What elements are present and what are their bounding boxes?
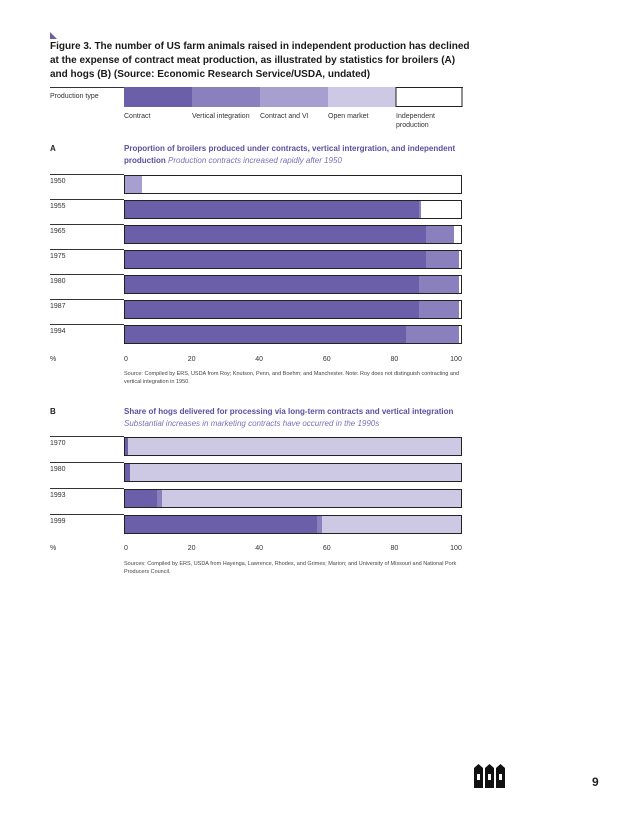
panel-a-letter: A <box>50 144 56 153</box>
category-label-1994: 1994 <box>50 328 66 335</box>
legend-bar <box>124 87 463 107</box>
legend-swatch-vertical-integration <box>192 87 260 107</box>
axis-label: % <box>50 356 57 363</box>
row-rule <box>50 249 124 250</box>
legend-swatch-contract-and-vi <box>260 87 328 107</box>
row-rule <box>50 462 124 463</box>
bar-segment-1994-vertical-integration <box>405 326 460 343</box>
bar-segment-1994-contract <box>125 326 406 343</box>
legend-title: Production type <box>50 93 99 100</box>
category-label-1955: 1955 <box>50 203 66 210</box>
publisher-logo-icon <box>474 764 505 788</box>
bar-track-1987 <box>124 300 462 319</box>
bar-track-1980 <box>124 275 462 294</box>
x-tick-label-100: 100 <box>450 545 462 552</box>
bar-segment-1980-contract <box>125 464 131 481</box>
bar-segment-1980-contract <box>125 276 419 293</box>
bar-segment-1993-contract <box>125 490 157 507</box>
bar-track-1999 <box>124 515 462 534</box>
category-label-1970: 1970 <box>50 440 66 447</box>
bar-segment-1987-contract <box>125 301 419 318</box>
bar-segment-1980-open-market <box>130 464 461 481</box>
legend-item-open-market: Open market <box>328 113 369 120</box>
bar-track-1975 <box>124 250 462 269</box>
figure-title: Figure 3. The number of US farm animals … <box>50 41 470 80</box>
bar-track-1970 <box>124 437 462 456</box>
x-tick-label-80: 80 <box>390 545 399 552</box>
bar-segment-1975-contract <box>125 251 426 268</box>
row-rule <box>50 488 124 489</box>
row-rule <box>50 224 124 225</box>
bar-track-1994 <box>124 325 462 344</box>
bar-segment-1993-vertical-integration <box>156 490 162 507</box>
x-tick-label-20: 20 <box>187 356 196 363</box>
category-label-1975: 1975 <box>50 253 66 260</box>
bar-segment-1993-open-market <box>161 490 461 507</box>
bar-segment-1980-vertical-integration <box>419 276 460 293</box>
bar-segment-1987-vertical-integration <box>419 301 460 318</box>
bar-segment-1999-vertical-integration <box>316 516 322 533</box>
row-rule <box>50 324 124 325</box>
x-tick-label-0: 0 <box>124 545 128 552</box>
panel-b-source: Sources: Compiled by ERS, USDA from Haye… <box>124 561 457 575</box>
panel-a-title-text: Proportion of broilers produced under co… <box>124 144 456 165</box>
bar-segment-1975-vertical-integration <box>425 251 460 268</box>
category-label-1980: 1980 <box>50 466 66 473</box>
row-rule <box>50 199 124 200</box>
panel-a-subtitle: Production contracts increased rapidly a… <box>168 156 342 165</box>
category-label-1999: 1999 <box>50 518 66 525</box>
x-tick-label-40: 40 <box>255 545 264 552</box>
bar-segment-1965-contract <box>125 226 426 243</box>
panel-b-title: Share of hogs delivered for processing v… <box>124 406 464 430</box>
x-tick-label-100: 100 <box>450 356 462 363</box>
bar-track-1950 <box>124 175 462 194</box>
corner-mark-icon <box>50 32 57 39</box>
x-tick-label-40: 40 <box>255 356 264 363</box>
panel-a-title: Proportion of broilers produced under co… <box>124 143 464 167</box>
bar-segment-1955-contract <box>125 201 419 218</box>
bar-segment-1970-contract <box>125 438 129 455</box>
x-tick-label-80: 80 <box>390 356 399 363</box>
row-rule <box>50 174 124 175</box>
legend-item-vertical-integration: Vertical integration <box>192 113 250 120</box>
panel-b-title-text: Share of hogs delivered for processing v… <box>124 407 454 416</box>
category-label-1980: 1980 <box>50 278 66 285</box>
legend-swatch-contract <box>124 87 192 107</box>
bar-segment-1999-contract <box>125 516 317 533</box>
bar-segment-1970-open-market <box>128 438 461 455</box>
legend-swatch-open-market <box>328 87 396 107</box>
bar-track-1980 <box>124 463 462 482</box>
panel-b-letter: B <box>50 407 56 416</box>
category-label-1965: 1965 <box>50 228 66 235</box>
row-rule <box>50 436 124 437</box>
bar-segment-1955-vertical-integration <box>419 201 421 218</box>
legend-item-contract: Contract <box>124 113 151 120</box>
panel-a-source: Source: Compiled by ERS, USDA from Roy; … <box>124 371 460 385</box>
x-tick-label-20: 20 <box>187 545 196 552</box>
bar-track-1965 <box>124 225 462 244</box>
page-number: 9 <box>592 775 599 789</box>
category-label-1950: 1950 <box>50 178 66 185</box>
category-label-1993: 1993 <box>50 492 66 499</box>
bar-segment-1999-open-market <box>321 516 461 533</box>
legend-swatch-independent-production <box>395 87 463 107</box>
row-rule <box>50 299 124 300</box>
legend-item-independent-production: Independent production <box>396 113 435 129</box>
axis-label: % <box>50 545 57 552</box>
bar-track-1955 <box>124 200 462 219</box>
x-tick-label-60: 60 <box>322 545 331 552</box>
row-rule <box>50 514 124 515</box>
x-tick-label-0: 0 <box>124 356 128 363</box>
row-rule <box>50 274 124 275</box>
bar-track-1993 <box>124 489 462 508</box>
category-label-1987: 1987 <box>50 303 66 310</box>
legend-item-contract-and-vi: Contract and VI <box>260 113 309 120</box>
panel-b-subtitle: Substantial increases in marketing contr… <box>124 419 380 428</box>
bar-segment-1950-contract-and-vi <box>125 176 142 193</box>
bar-segment-1965-vertical-integration <box>425 226 455 243</box>
x-tick-label-60: 60 <box>322 356 331 363</box>
